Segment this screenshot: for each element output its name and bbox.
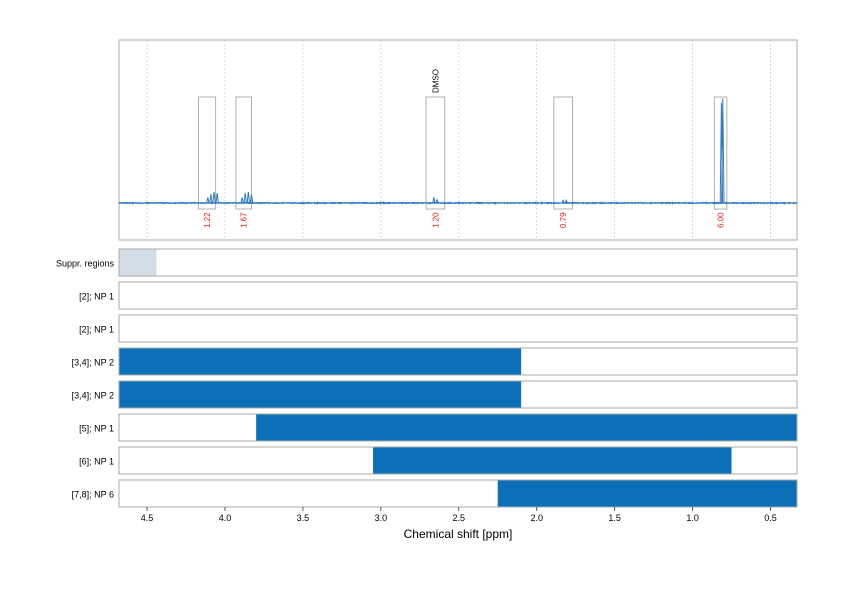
x-tick-label: 4.5 bbox=[141, 513, 154, 523]
track-frame bbox=[118, 413, 798, 442]
spectrum-peak bbox=[212, 191, 216, 204]
track-label: [2]; NP 1 bbox=[79, 325, 114, 335]
track-frame bbox=[118, 479, 798, 508]
x-tick-label: 0.5 bbox=[764, 513, 777, 523]
track-label: [7,8]; NP 6 bbox=[72, 490, 114, 500]
x-tick-label: 3.0 bbox=[375, 513, 388, 523]
track-label: Suppr. regions bbox=[56, 259, 115, 269]
integral-value-label: 6.00 bbox=[717, 212, 726, 228]
spectrum-peak bbox=[246, 191, 251, 204]
track-label: [6]; NP 1 bbox=[79, 457, 114, 467]
spectrum-peaks bbox=[206, 98, 725, 204]
track-frame bbox=[118, 281, 798, 310]
spectrum-peak bbox=[243, 193, 247, 204]
track-frame bbox=[118, 248, 798, 277]
multiplet-tracks: Suppr. regions [2]; NP 1 [2]; NP 1 [3,4]; N… bbox=[56, 248, 798, 508]
region-annotation-label: DMSO bbox=[431, 69, 440, 93]
integration-regions: 1.22 1.67 1.20 DMSO 0.79 6.00 bbox=[198, 69, 728, 228]
integration-region-box bbox=[235, 96, 252, 210]
integral-value-label: 0.79 bbox=[559, 212, 568, 228]
multiplet-bar bbox=[373, 447, 732, 474]
grid-lines bbox=[146, 40, 771, 240]
x-axis: 4.5 4.0 3.5 3.0 2.5 2.0 1.5 1.0 0.5 bbox=[141, 507, 777, 523]
spectrum-panel-frame bbox=[118, 39, 798, 241]
x-tick-label: 2.0 bbox=[530, 513, 543, 523]
integral-value-label: 1.67 bbox=[240, 212, 249, 228]
x-tick-label: 1.0 bbox=[686, 513, 699, 523]
spectrum-peak bbox=[209, 194, 213, 204]
track-label: [3,4]; NP 2 bbox=[72, 358, 114, 368]
spectrum-peak bbox=[435, 198, 439, 204]
multiplet-bar bbox=[497, 480, 797, 507]
spectrum-line bbox=[118, 201, 798, 206]
multiplet-bar bbox=[119, 381, 522, 408]
track-label: [2]; NP 1 bbox=[79, 292, 114, 302]
spectrum-peak bbox=[206, 197, 210, 204]
x-axis-label: Chemical shift [ppm] bbox=[404, 527, 513, 541]
x-tick-label: 3.5 bbox=[297, 513, 310, 523]
track-frame bbox=[118, 446, 798, 475]
track-label: [3,4]; NP 2 bbox=[72, 391, 114, 401]
spectrum-peak bbox=[215, 193, 219, 204]
track-frame bbox=[118, 380, 798, 409]
x-tick-label: 4.0 bbox=[219, 513, 232, 523]
track-label: [5]; NP 1 bbox=[79, 424, 114, 434]
spectrum-peak bbox=[561, 198, 565, 204]
integration-region-box bbox=[425, 96, 446, 210]
integration-region-box bbox=[198, 96, 217, 210]
integration-region-box bbox=[713, 96, 728, 210]
spectrum-peak bbox=[240, 197, 244, 204]
track-frame bbox=[118, 347, 798, 376]
integral-value-label: 1.20 bbox=[431, 212, 440, 228]
track-frame bbox=[118, 314, 798, 343]
suppression-region-bar bbox=[119, 249, 157, 276]
integration-region-box bbox=[553, 96, 574, 210]
spectrum-peak bbox=[432, 197, 436, 204]
spectrum-peak bbox=[564, 198, 568, 204]
spectrum-peak bbox=[721, 98, 725, 204]
integral-value-label: 1.22 bbox=[203, 212, 212, 228]
multiplet-bar bbox=[256, 414, 797, 441]
x-tick-label: 1.5 bbox=[608, 513, 621, 523]
x-tick-label: 2.5 bbox=[453, 513, 466, 523]
multiplet-bar bbox=[119, 348, 522, 375]
spectrum-peak bbox=[249, 194, 254, 204]
